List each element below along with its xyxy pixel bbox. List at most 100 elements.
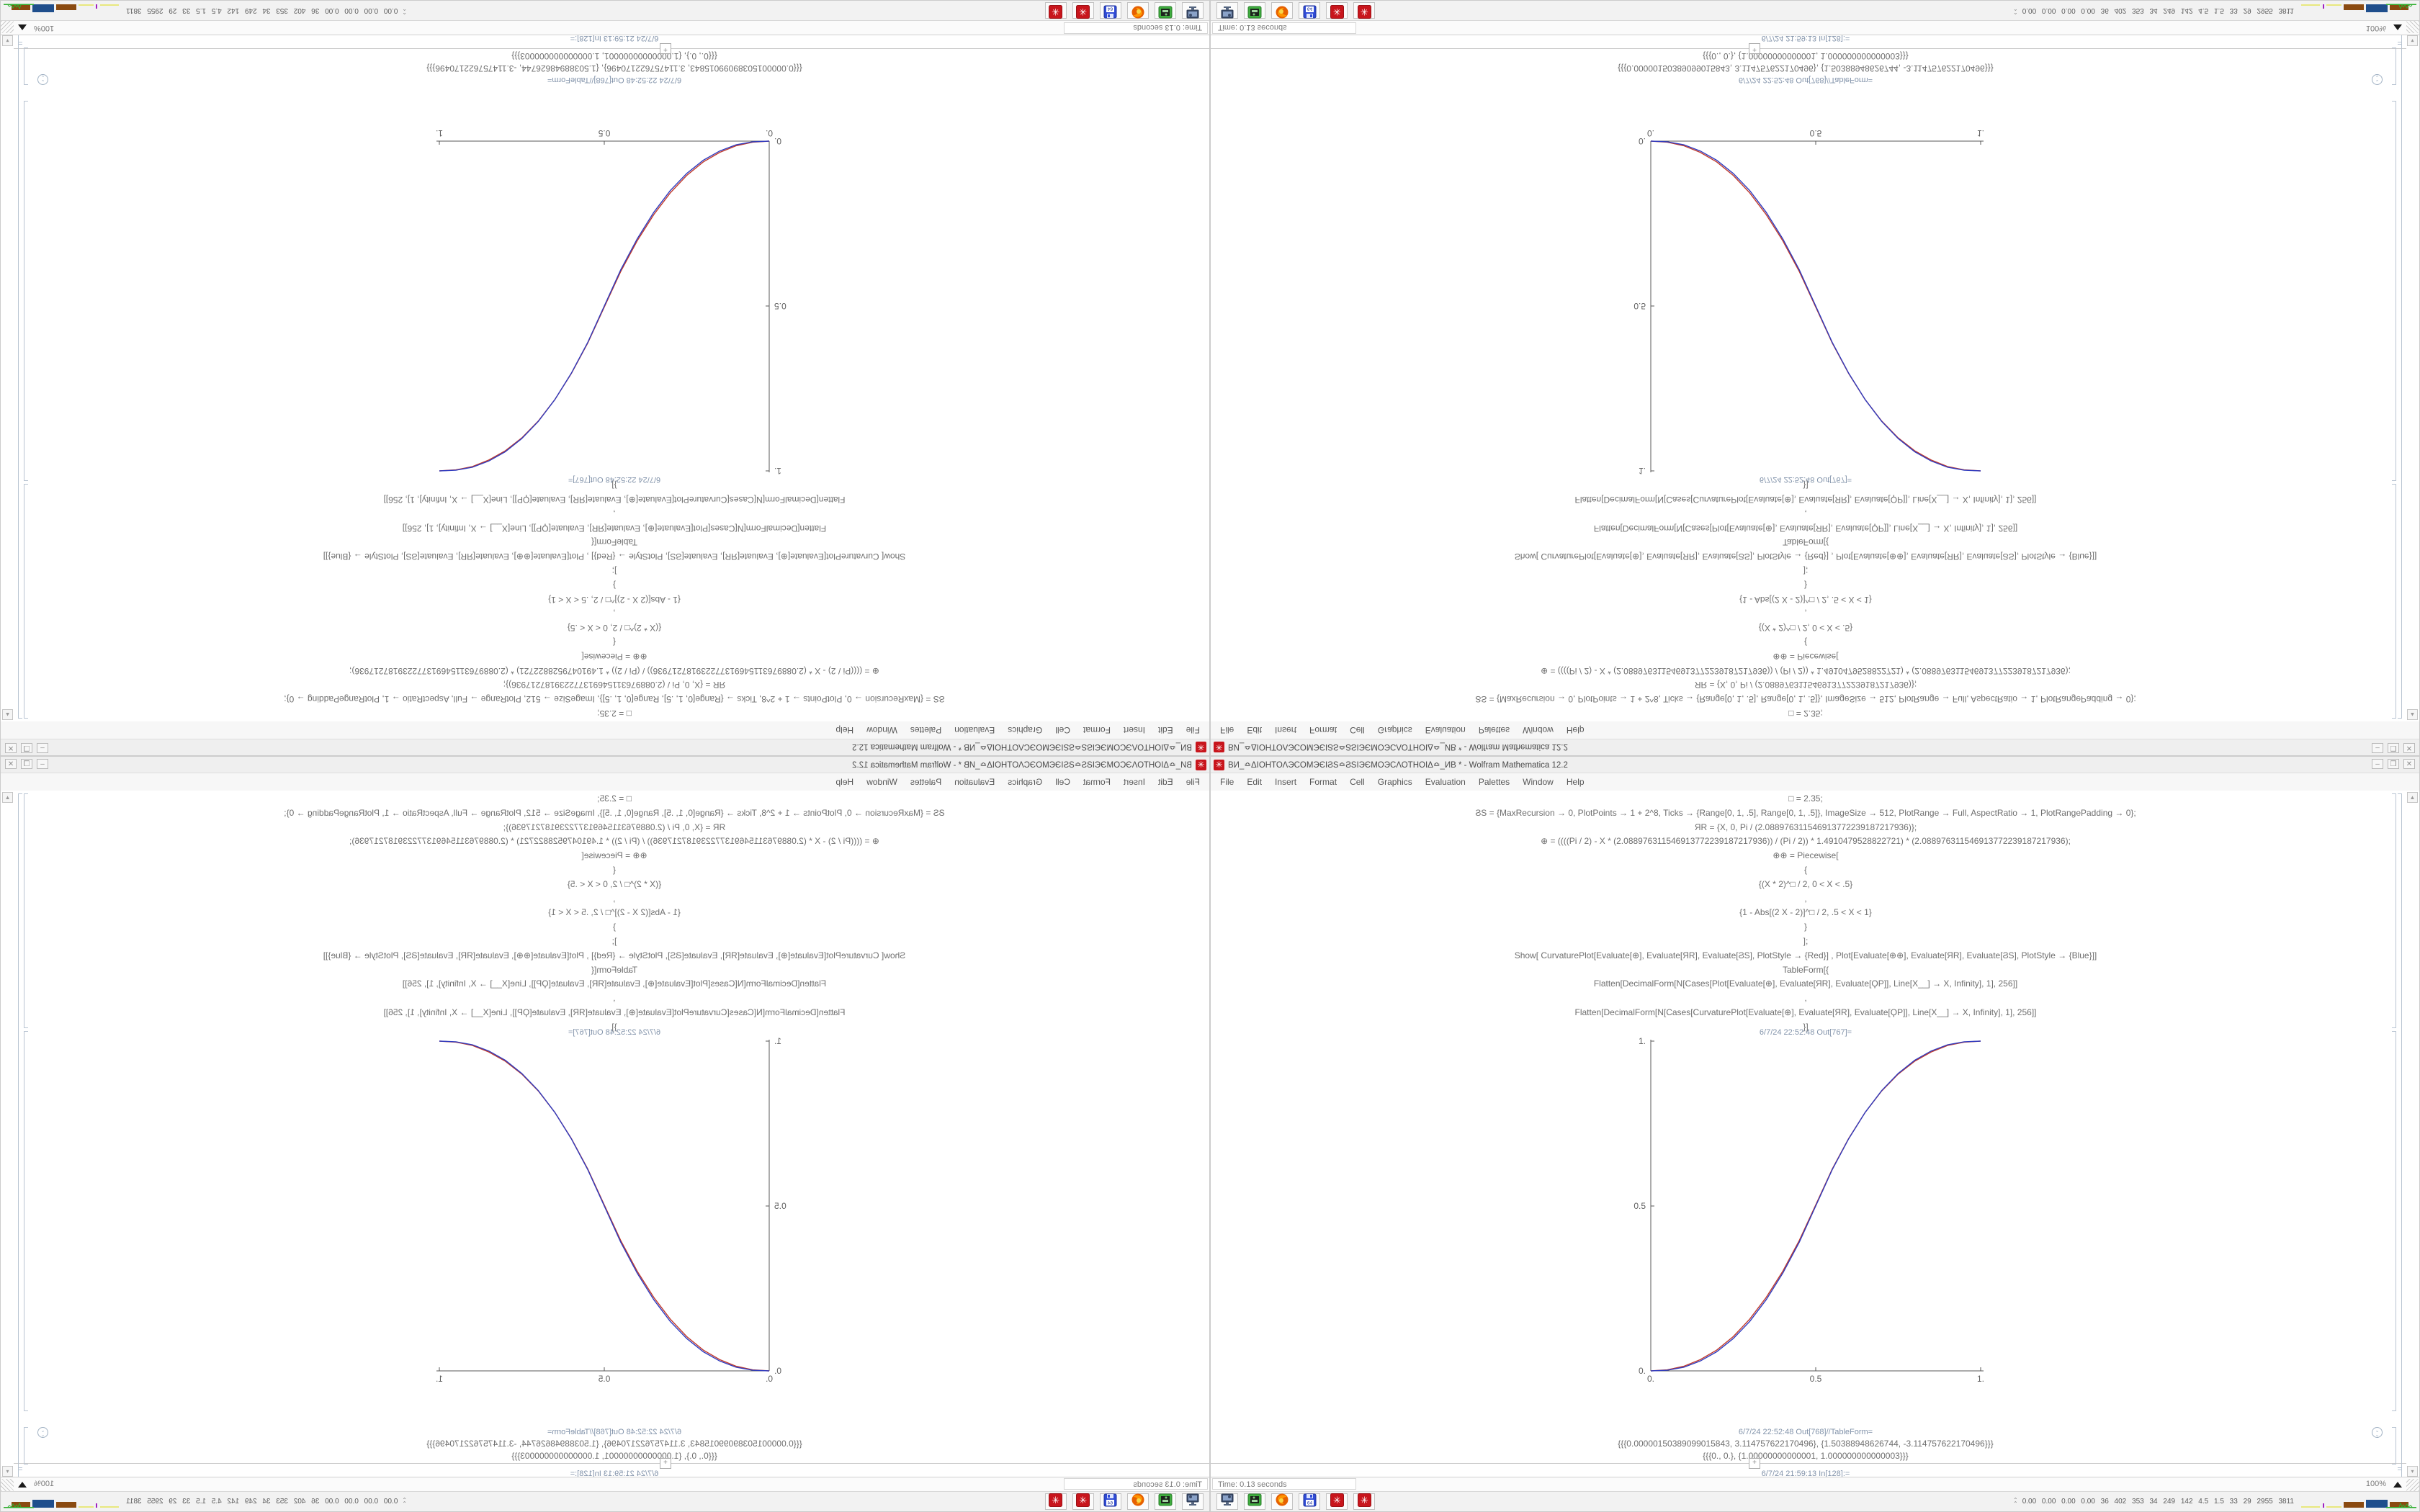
code-line[interactable]: { [1803, 865, 1807, 875]
maximize-button[interactable]: ❒ [2388, 743, 2399, 753]
menu-item-window[interactable]: Window [1523, 777, 1554, 787]
menu-item-evaluation[interactable]: Evaluation [954, 725, 995, 735]
code-line[interactable]: } [1803, 922, 1807, 932]
code-line[interactable]: ЯR = {X, 0, Pi / (2.08897631154691377223… [1694, 822, 1917, 832]
maximize-button[interactable]: ❒ [2388, 759, 2399, 769]
menu-item-evaluation[interactable]: Evaluation [1425, 777, 1466, 787]
code-line[interactable]: □ = 2.35; [1788, 793, 1823, 804]
taskbar-button-green-drive-icon[interactable] [1244, 2, 1265, 19]
scrollbar-up-arrow[interactable]: ▲ [2407, 709, 2418, 720]
taskbar-button-floppy64-icon[interactable]: 64 [1100, 1493, 1121, 1510]
code-line[interactable]: ϨS = {MaxRecursion → 0, PlotPoints → 1 +… [1475, 694, 2136, 705]
code-line[interactable]: {1 - Abs[(2 X - 2)]^□ / 2, .5 < X < 1} [1739, 907, 1872, 918]
magnification-level[interactable]: 100% [34, 24, 55, 32]
tray-expand-chevron-icon[interactable]: ⌃ ⌃ [402, 5, 408, 16]
code-line[interactable]: { [613, 865, 617, 875]
menu-item-help[interactable]: Help [835, 777, 854, 787]
code-line[interactable]: ϨS = {MaxRecursion → 0, PlotPoints → 1 +… [1475, 807, 2136, 818]
menu-item-palettes[interactable]: Palettes [910, 725, 942, 735]
code-line[interactable]: Flatten[DecimalForm[N[Cases[Plot[Evaluat… [402, 978, 827, 989]
code-line[interactable]: TableForm[{ [591, 537, 638, 548]
code-line[interactable]: Flatten[DecimalForm[N[Cases[CurvaturePlo… [383, 495, 846, 505]
table-output-cell-bracket[interactable] [2392, 1427, 2396, 1464]
code-line[interactable]: {(X * 2)^□ / 2, 0 < X < .5} [1758, 878, 1853, 889]
resize-grip[interactable] [1, 20, 14, 33]
in-cell-bracket[interactable] [18, 35, 22, 45]
scrollbar-up-arrow[interactable]: ▲ [2407, 792, 2418, 803]
code-line[interactable]: ]; [1803, 566, 1809, 576]
code-line[interactable]: ⊕ = ((((Pi / 2) - X * (2.088976311546913… [1541, 665, 2071, 676]
menu-item-cell[interactable]: Cell [1055, 777, 1070, 787]
taskbar-button-green-drive-icon[interactable] [1155, 1493, 1176, 1510]
menu-item-format[interactable]: Format [1083, 725, 1111, 735]
cell-group-bracket[interactable] [2398, 42, 2402, 719]
code-line[interactable]: ⊕⊕ = Piecewise[ [581, 850, 647, 861]
code-line[interactable]: ЯR = {X, 0, Pi / (2.08897631154691377223… [1694, 680, 1917, 690]
maximize-button[interactable]: ❒ [21, 743, 32, 753]
input-cell-bracket[interactable] [24, 484, 28, 719]
code-line[interactable]: □ = 2.35; [1788, 708, 1823, 719]
code-line[interactable]: ϨS = {MaxRecursion → 0, PlotPoints → 1 +… [284, 694, 945, 705]
code-line[interactable]: ⊕ = ((((Pi / 2) - X * (2.088976311546913… [349, 665, 879, 676]
code-line[interactable]: ]; [1803, 936, 1809, 946]
code-line[interactable]: Show[ CurvaturePlot[Evaluate[⊕], Evaluat… [323, 950, 906, 960]
code-line[interactable]: □ = 2.35; [597, 793, 632, 804]
cell-insert-divider[interactable] [1211, 1463, 2406, 1464]
menu-item-graphics[interactable]: Graphics [1008, 725, 1043, 735]
menu-item-window[interactable]: Window [1523, 725, 1554, 735]
menu-item-file[interactable]: File [1186, 777, 1200, 787]
plot-output-cell-bracket[interactable] [24, 1031, 28, 1411]
code-line[interactable]: TableForm[{ [1782, 537, 1829, 548]
menu-item-graphics[interactable]: Graphics [1377, 725, 1412, 735]
code-line[interactable]: , [1804, 893, 1807, 904]
input-cell-bracket[interactable] [2392, 484, 2396, 719]
table-output-cell-bracket[interactable] [24, 1427, 28, 1464]
code-line[interactable]: , [613, 993, 616, 1004]
scrollbar-up-arrow[interactable]: ▲ [2, 709, 13, 720]
collapse-group-chevron-icon[interactable]: ⌄ ⌄ [2372, 1427, 2383, 1438]
code-line[interactable]: Flatten[DecimalForm[N[Cases[Plot[Evaluat… [402, 523, 827, 534]
code-line[interactable]: { [613, 637, 617, 647]
cell-group-bracket[interactable] [18, 42, 22, 719]
code-line[interactable]: {1 - Abs[(2 X - 2)]^□ / 2, .5 < X < 1} [548, 594, 681, 605]
cell-insert-divider[interactable] [14, 48, 1209, 49]
taskbar-button-mathematica-icon[interactable]: ✳ [1072, 1493, 1094, 1510]
taskbar-button-floppy64-icon[interactable]: 64 [1299, 1493, 1320, 1510]
tray-expand-chevron-icon[interactable]: ⌃ ⌃ [2012, 1496, 2018, 1507]
code-line[interactable]: Flatten[DecimalForm[N[Cases[CurvaturePlo… [1574, 495, 2037, 505]
code-line[interactable]: Show[ CurvaturePlot[Evaluate[⊕], Evaluat… [323, 552, 906, 562]
collapse-group-chevron-icon[interactable]: ⌄ ⌄ [2372, 74, 2383, 85]
insert-cell-plus-button[interactable]: + [1749, 1458, 1760, 1469]
menu-item-insert[interactable]: Insert [1123, 777, 1145, 787]
menu-item-graphics[interactable]: Graphics [1377, 777, 1412, 787]
taskbar-button-floppy64-icon[interactable]: 64 [1299, 2, 1320, 19]
code-line[interactable]: Show[ CurvaturePlot[Evaluate[⊕], Evaluat… [1514, 950, 2097, 960]
code-line[interactable]: { [1803, 637, 1807, 647]
code-line[interactable]: TableForm[{ [591, 964, 638, 975]
taskbar-button-computer-icon[interactable] [1182, 1493, 1204, 1510]
minimize-button[interactable]: – [37, 759, 48, 769]
taskbar-button-firefox-icon[interactable] [1127, 1493, 1149, 1510]
code-line[interactable]: {1 - Abs[(2 X - 2)]^□ / 2, .5 < X < 1} [1739, 594, 1872, 605]
code-line[interactable]: } [613, 580, 617, 590]
resize-grip[interactable] [2406, 1479, 2419, 1492]
menu-item-cell[interactable]: Cell [1350, 725, 1365, 735]
code-line[interactable]: {(X * 2)^□ / 2, 0 < X < .5} [567, 878, 662, 889]
magnification-level[interactable]: 100% [2365, 24, 2386, 32]
code-line[interactable]: {(X * 2)^□ / 2, 0 < X < .5} [567, 623, 662, 634]
menu-item-file[interactable]: File [1220, 725, 1234, 735]
menu-item-insert[interactable]: Insert [1275, 777, 1297, 787]
magnification-triangle-icon[interactable] [2393, 24, 2402, 30]
code-line[interactable]: {1 - Abs[(2 X - 2)]^□ / 2, .5 < X < 1} [548, 907, 681, 918]
code-line[interactable]: ⊕⊕ = Piecewise[ [581, 651, 647, 662]
code-line[interactable]: ⊕ = ((((Pi / 2) - X * (2.088976311546913… [349, 836, 879, 847]
code-line[interactable]: , [1804, 608, 1807, 619]
menu-item-help[interactable]: Help [835, 725, 854, 735]
code-line[interactable]: ЯR = {X, 0, Pi / (2.08897631154691377223… [503, 680, 726, 690]
code-line[interactable]: } [613, 922, 617, 932]
menu-item-graphics[interactable]: Graphics [1008, 777, 1043, 787]
taskbar-button-mathematica-icon[interactable]: ✳ [1326, 2, 1348, 19]
scrollbar-dropdown[interactable]: ▾ [2, 1466, 13, 1477]
close-button[interactable]: ✕ [5, 743, 17, 753]
in-cell-bracket[interactable] [2398, 1467, 2402, 1477]
